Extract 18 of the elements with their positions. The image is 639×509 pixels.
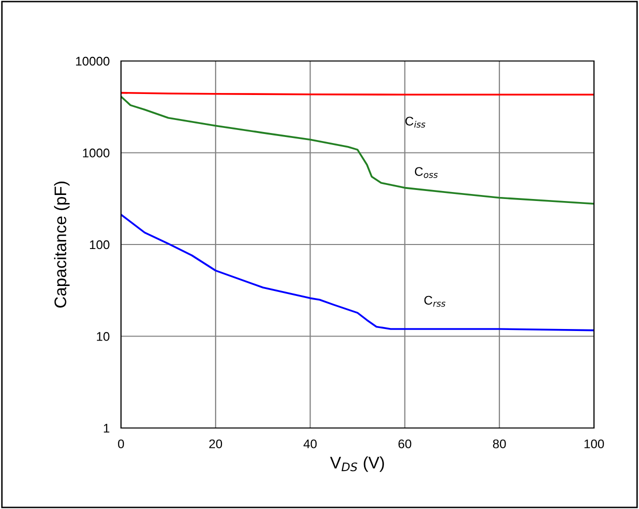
x-tick-label: 0 (118, 439, 124, 448)
line-series (121, 96, 594, 205)
x-axis-title: V$_{DS}$ (V) (330, 456, 384, 472)
y-tick-label: 100 (90, 240, 110, 250)
y-tick-label: 1000 (83, 148, 110, 158)
x-tick-label: 100 (584, 439, 604, 448)
y-tick-label: 10 (96, 332, 110, 341)
x-tick-label: 80 (492, 439, 506, 448)
line-series (121, 214, 594, 332)
x-tick-label: 40 (304, 439, 317, 448)
x-tick-label: 60 (398, 439, 412, 448)
y-tick-label: 10000 (76, 56, 110, 66)
series-label: C$_{oss}$ (414, 167, 438, 178)
x-tick-label: 20 (209, 439, 222, 448)
y-axis-title: Capacitance (pF) (54, 182, 70, 308)
series-label: C$_{iss}$ (405, 116, 426, 128)
series-label: C$_{rss}$ (424, 296, 446, 307)
y-tick-label: 1 (104, 424, 110, 433)
